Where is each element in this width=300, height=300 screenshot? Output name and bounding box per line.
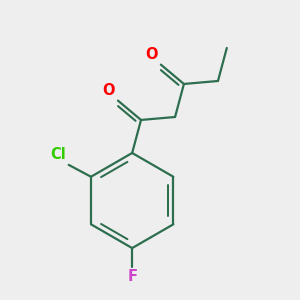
Text: O: O xyxy=(146,47,158,62)
Text: F: F xyxy=(127,269,137,284)
Text: O: O xyxy=(103,82,115,98)
Text: Cl: Cl xyxy=(51,148,66,163)
